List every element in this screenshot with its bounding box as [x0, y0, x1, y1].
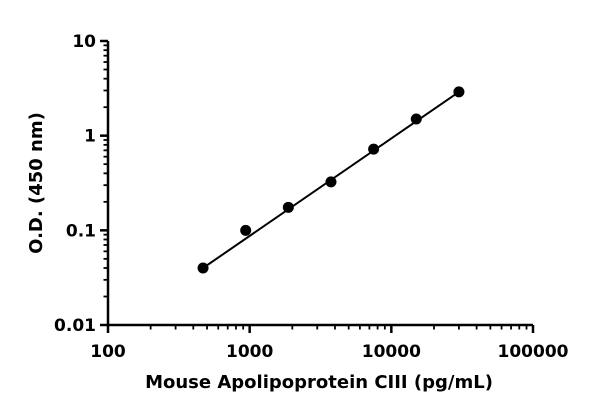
axes: [100, 39, 535, 333]
data-point: [282, 201, 294, 213]
x-tick-label: 10000: [362, 342, 421, 362]
x-tick-label: 100: [90, 342, 126, 362]
data-point: [368, 143, 380, 155]
data-point: [453, 86, 465, 98]
x-tick-label: 100000: [498, 342, 569, 362]
data-point: [197, 262, 209, 274]
tick-labels: 0.01 0.1 1 10 100 1000 10000 100000: [54, 32, 569, 362]
y-tick-label: 10: [72, 32, 96, 52]
y-axis-title: O.D. (450 nm): [26, 112, 47, 254]
data-point: [240, 224, 252, 236]
data-points: [197, 86, 465, 274]
y-tick-label: 0.1: [66, 221, 96, 241]
x-axis-title: Mouse Apolipoprotein CIII (pg/mL): [145, 372, 493, 393]
x-tick-label: 1000: [226, 342, 273, 362]
data-point: [325, 176, 337, 188]
y-tick-label: 1: [84, 127, 96, 147]
y-tick-label: 0.01: [54, 316, 96, 336]
data-point: [410, 113, 422, 125]
